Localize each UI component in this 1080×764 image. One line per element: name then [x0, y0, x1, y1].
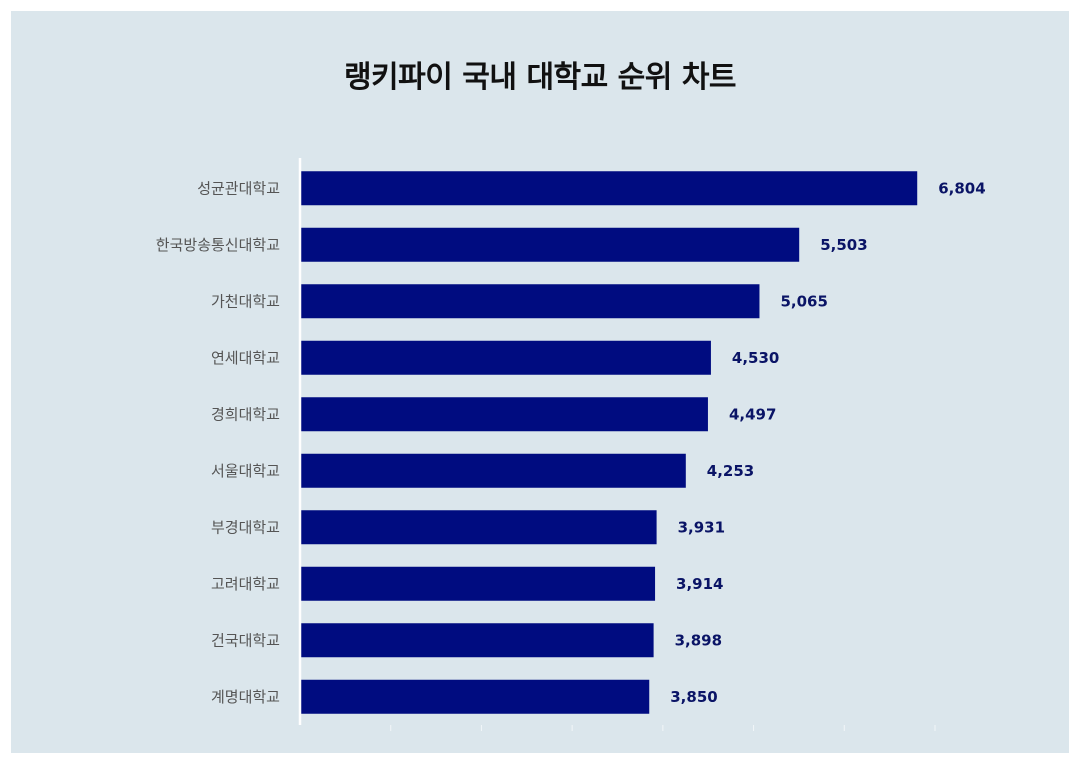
- category-label: 성균관대학교: [197, 179, 280, 197]
- value-label: 6,804: [938, 179, 985, 197]
- value-label: 3,898: [675, 631, 722, 649]
- value-label: 4,497: [729, 405, 776, 423]
- category-label: 가천대학교: [211, 292, 280, 310]
- category-label: 건국대학교: [211, 631, 280, 649]
- value-label: 3,914: [676, 575, 723, 593]
- bar: [300, 227, 800, 262]
- chart-title: 랭키파이 국내 대학교 순위 차트: [343, 60, 737, 95]
- bar: [300, 284, 760, 319]
- value-label: 4,530: [732, 349, 779, 367]
- value-label: 4,253: [707, 462, 754, 480]
- category-label: 고려대학교: [211, 575, 280, 593]
- category-label: 경희대학교: [211, 405, 280, 423]
- bar: [300, 566, 656, 601]
- value-label: 3,850: [670, 688, 717, 706]
- bar: [300, 397, 708, 432]
- bar: [300, 679, 650, 714]
- bar: [300, 171, 918, 206]
- category-label: 계명대학교: [211, 688, 280, 706]
- value-label: 5,065: [780, 292, 827, 310]
- value-label: 5,503: [820, 236, 867, 254]
- category-label: 서울대학교: [211, 462, 280, 480]
- value-label: 3,931: [678, 518, 725, 536]
- category-label: 부경대학교: [211, 518, 280, 536]
- bar: [300, 510, 657, 545]
- bar: [300, 623, 654, 658]
- category-label: 한국방송통신대학교: [156, 236, 280, 254]
- category-label: 연세대학교: [211, 349, 280, 367]
- bar: [300, 453, 686, 488]
- bar: [300, 340, 711, 375]
